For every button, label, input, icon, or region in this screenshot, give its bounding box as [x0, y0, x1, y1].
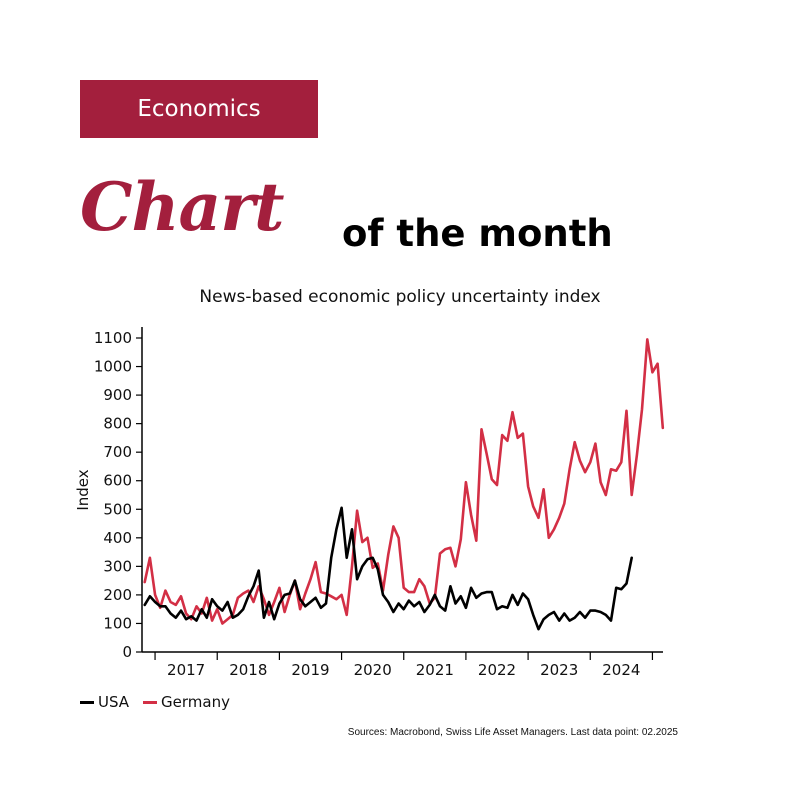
series-layer [143, 338, 665, 631]
legend: USA Germany [80, 693, 244, 711]
x-tick-label: 2020 [354, 661, 392, 679]
x-tick-label: 2021 [416, 661, 454, 679]
y-tick-label: 300 [103, 557, 132, 575]
y-axis-label: Index [74, 469, 92, 510]
y-tick-label: 600 [103, 472, 132, 490]
axis-layer: 0 100 200 300 400 500 600 700 800 900 1000 1100 2017… [94, 327, 663, 679]
y-tick-label: 700 [103, 443, 132, 461]
y-tick-label: 1100 [94, 329, 132, 347]
x-tick-label: 2024 [602, 661, 640, 679]
chart-title: News-based economic policy uncertainty i… [199, 287, 601, 307]
x-tick-label: 2022 [478, 661, 516, 679]
y-tick-label: 800 [103, 415, 132, 433]
legend-swatch-usa [80, 700, 94, 704]
page-title: Chart of the month [80, 168, 760, 268]
y-tick-label: 900 [103, 386, 132, 404]
x-tick-label: 2023 [540, 661, 578, 679]
y-tick-label: 0 [122, 643, 132, 661]
legend-label-germany: Germany [161, 693, 230, 711]
x-tick-label: 2019 [291, 661, 329, 679]
title-italic: Chart [80, 168, 285, 246]
y-tick-label: 1000 [94, 358, 132, 376]
legend-item-germany: Germany [143, 693, 230, 711]
y-tick-label: 200 [103, 586, 132, 604]
series-line-germany [143, 338, 665, 625]
category-label: Economics [137, 96, 261, 122]
legend-swatch-germany [143, 700, 158, 704]
source-note: Sources: Macrobond, Swiss Life Asset Man… [347, 727, 678, 738]
y-tick-label: 100 [103, 614, 132, 632]
x-tick-label: 2018 [229, 661, 267, 679]
series-line-usa [143, 506, 633, 631]
category-badge: Economics [80, 80, 318, 138]
legend-item-usa: USA [80, 693, 129, 711]
legend-label-usa: USA [98, 693, 130, 711]
y-tick-label: 400 [103, 529, 132, 547]
y-tick-label: 500 [103, 500, 132, 518]
x-tick-label: 2017 [167, 661, 205, 679]
title-rest: of the month [342, 212, 613, 255]
